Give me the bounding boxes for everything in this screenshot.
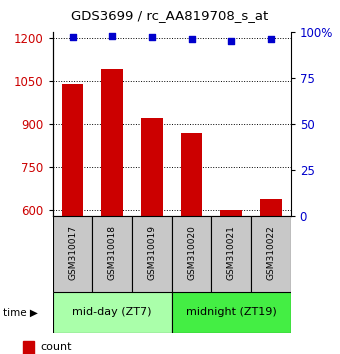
Text: GSM310018: GSM310018 <box>108 225 117 280</box>
Bar <box>172 216 211 292</box>
Bar <box>53 216 92 292</box>
Text: time ▶: time ▶ <box>3 307 38 318</box>
Text: midnight (ZT19): midnight (ZT19) <box>186 307 276 318</box>
Bar <box>141 118 163 216</box>
Bar <box>260 199 282 216</box>
Bar <box>132 216 172 292</box>
Text: GSM310017: GSM310017 <box>68 225 77 280</box>
Point <box>70 35 75 40</box>
Bar <box>220 210 242 216</box>
Bar <box>53 292 172 333</box>
Bar <box>211 216 251 292</box>
Text: GDS3699 / rc_AA819708_s_at: GDS3699 / rc_AA819708_s_at <box>71 9 269 22</box>
Bar <box>181 132 202 216</box>
Point <box>268 36 274 42</box>
Text: GSM310019: GSM310019 <box>147 225 156 280</box>
Bar <box>101 69 123 216</box>
Point <box>228 38 234 44</box>
Bar <box>92 216 132 292</box>
Text: GSM310020: GSM310020 <box>187 225 196 280</box>
Bar <box>172 292 291 333</box>
Point <box>149 35 155 40</box>
Point <box>109 33 115 38</box>
Bar <box>62 84 83 216</box>
Text: GSM310021: GSM310021 <box>227 225 236 280</box>
Bar <box>23 341 34 354</box>
Bar <box>251 216 291 292</box>
Text: mid-day (ZT7): mid-day (ZT7) <box>72 307 152 318</box>
Point <box>189 36 194 42</box>
Text: count: count <box>40 342 72 353</box>
Text: GSM310022: GSM310022 <box>266 225 275 280</box>
